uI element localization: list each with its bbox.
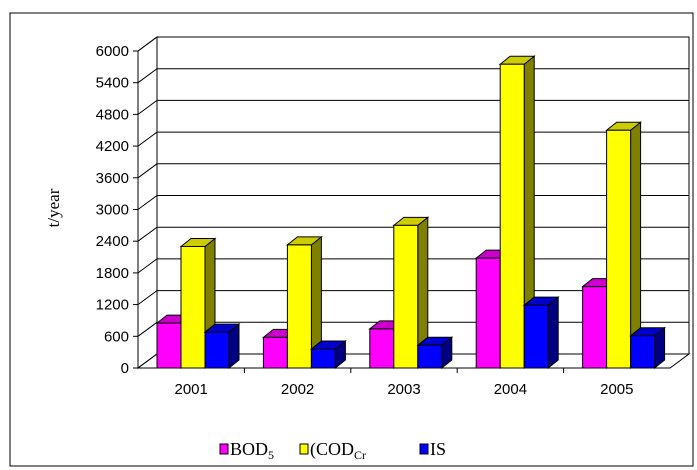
bars	[155, 55, 667, 370]
x-tick-labels: 2001 2002 2003 2004 2005	[175, 381, 634, 398]
bar-IS-2004	[522, 296, 560, 370]
bar-CODCr-2004	[498, 55, 536, 370]
legend-item-IS: IS	[419, 439, 446, 459]
y-tick-label: 1800	[96, 265, 129, 282]
bar-CODCr-2003	[392, 216, 430, 370]
legend-swatch	[299, 443, 309, 455]
x-tick-label: 2004	[494, 381, 527, 398]
y-tick-labels: 0 600 1200 1800 2400 3000 3600 4200 4800 5400 6000	[96, 43, 129, 377]
x-tick-label: 2005	[600, 381, 633, 398]
legend-label: (CODCr	[310, 439, 366, 462]
gridline	[137, 36, 689, 52]
y-tick-label: 5400	[96, 75, 129, 92]
x-tick-label: 2001	[175, 381, 208, 398]
y-tick-label: 3000	[96, 202, 129, 219]
bar-IS-2003	[416, 336, 454, 370]
bar-IS-2005	[629, 326, 667, 370]
legend-item-BOD5: BOD5	[219, 439, 274, 462]
y-tick-label: 600	[104, 328, 129, 345]
legend-label: BOD5	[230, 439, 274, 462]
legend: BOD5 (CODCr IS	[219, 439, 446, 462]
bar-CODCr-2005	[605, 121, 643, 370]
bar-CODCr-2002	[285, 235, 323, 370]
x-tick-label: 2003	[387, 381, 420, 398]
y-tick-label: 3600	[96, 170, 129, 187]
bar-IS-2002	[309, 339, 347, 370]
legend-swatch	[419, 443, 429, 455]
legend-item-CODCr: (CODCr	[299, 439, 366, 462]
bar-IS-2001	[203, 323, 241, 370]
y-tick-label: 6000	[96, 43, 129, 60]
y-tick-label: 4800	[96, 106, 129, 123]
y-tick-label: 4200	[96, 138, 129, 155]
y-tick-label: 2400	[96, 233, 129, 250]
y-tick-label: 0	[121, 360, 129, 377]
y-tick-label: 1200	[96, 297, 129, 314]
x-tick-label: 2002	[281, 381, 314, 398]
y-axis-label: t/year	[44, 188, 63, 227]
legend-label: IS	[430, 439, 446, 459]
legend-swatch	[219, 443, 229, 455]
